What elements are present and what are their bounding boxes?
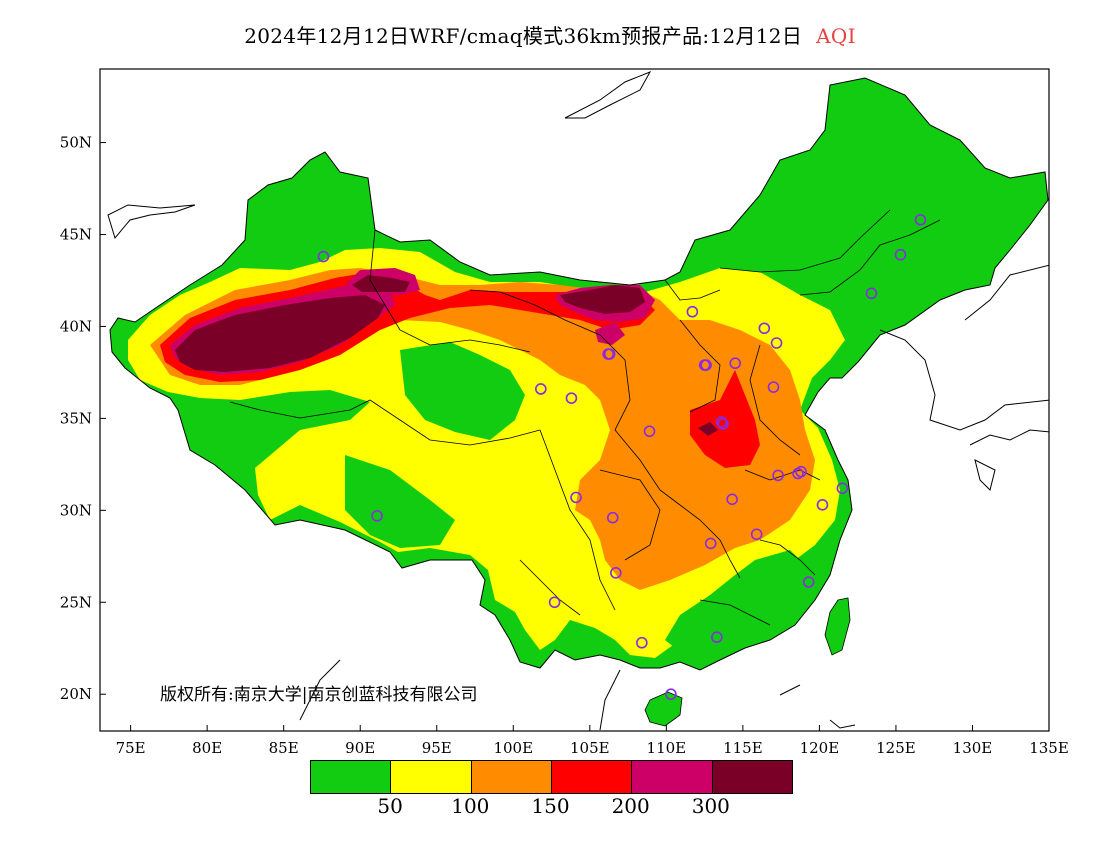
city-marker [729,357,742,370]
city-marker [535,383,547,395]
coastlines [107,71,1049,731]
y-tick-label: 25N [60,593,92,611]
region-darkred-north [352,275,410,292]
x-tick-label: 120E [800,739,840,757]
city-marker [816,499,829,511]
island-hainan [644,691,683,727]
city-marker [865,287,878,300]
city-marker [767,381,780,393]
region-darkred-henan [698,422,718,436]
city-marker [772,469,784,482]
city-marker [750,528,763,541]
x-tick-label: 90E [345,739,375,757]
city-marker [802,576,815,588]
color-legend [310,760,793,794]
legend-swatch [712,761,792,793]
city-marker [715,416,728,428]
x-tick-label: 125E [876,739,916,757]
province-boundaries [229,209,941,626]
region-darkred-tarim [175,295,385,372]
city-marker [758,322,771,335]
x-tick-label: 105E [570,739,610,757]
city-marker [894,248,907,261]
city-marker [770,337,783,349]
x-tick-label: 130E [953,739,993,757]
city-marker [792,467,804,480]
y-tick-label: 40N [60,317,92,335]
city-marker [717,418,729,430]
island-taiwan [824,597,851,656]
legend-swatch [632,761,713,793]
city-marker [665,688,677,701]
legend-label: 200 [611,794,650,818]
x-tick-label: 80E [192,739,222,757]
china-outline [109,77,1049,671]
y-axis: 20N 25N 30N 35N 40N 45N 50N [60,134,106,703]
city-marker [371,510,383,522]
x-axis: 75E 80E 85E 90E 95E 100E 105E 110E 115E 120E 125E 1… [116,725,1069,757]
x-tick-label: 135E [1029,739,1069,757]
region-darkred-inner [560,285,645,314]
city-marker [704,537,717,550]
city-marker [711,631,723,644]
city-marker [565,392,578,404]
city-marker [636,636,648,649]
x-tick-label: 115E [723,739,763,757]
legend-swatch [391,761,472,793]
city-marker [606,511,619,524]
city-marker [698,359,711,371]
city-marker [548,596,561,609]
y-tick-label: 45N [60,226,92,244]
legend-swatch [551,761,633,793]
x-tick-label: 85E [269,739,299,757]
city-marker [602,348,614,360]
city-marker [836,482,849,495]
variable-label: AQI [816,24,856,48]
city-marker [726,493,738,506]
legend-label: 50 [377,794,403,818]
x-tick-label: 110E [647,739,687,757]
y-tick-label: 35N [60,409,92,427]
copyright-notice: 版权所有:南京大学|南京创蓝科技有限公司 [160,685,478,705]
region-magenta-ordos [595,322,625,345]
y-tick-label: 50N [60,134,92,152]
city-marker [570,491,582,504]
y-tick-label: 20N [60,685,92,703]
city-marker [317,250,330,263]
legend-swatch [311,761,392,793]
region-green-plateau [400,342,525,440]
map-frame [99,68,1050,732]
city-marker [610,567,622,579]
x-tick-label: 95E [422,739,452,757]
y-tick-label: 30N [60,501,92,519]
title-text: 2024年12月12日WRF/cmaq模式36km预报产品:12月12日 [244,24,803,48]
region-green-south [665,550,815,660]
city-marker [686,305,699,318]
city-marker [643,425,656,438]
legend-label: 300 [691,794,730,818]
legend-label: 100 [451,794,490,818]
legend-labels: 50 100 150 200 300 [0,794,1100,818]
legend-swatch [471,761,552,793]
x-tick-label: 100E [493,739,533,757]
legend-label: 150 [531,794,570,818]
city-stations [317,213,927,701]
city-marker [914,213,927,226]
region-green-tibet-south [345,455,455,548]
x-tick-label: 75E [116,739,146,757]
map-title: 2024年12月12日WRF/cmaq模式36km预报产品:12月12日 AQI [0,20,1100,49]
